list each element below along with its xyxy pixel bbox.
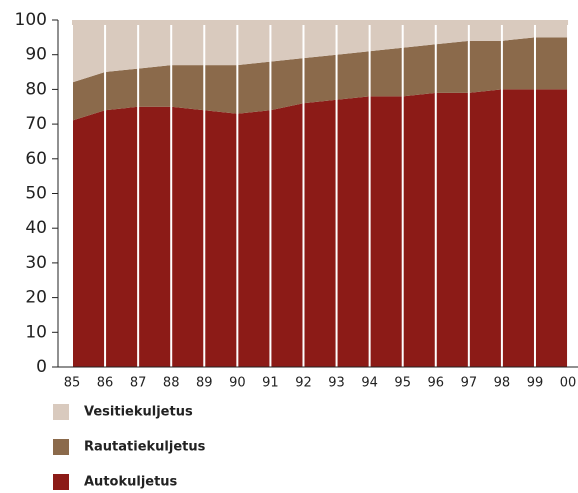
x-tick-label: 95 bbox=[394, 376, 411, 391]
x-tick-label: 86 bbox=[97, 376, 114, 391]
y-tick-label: 20 bbox=[25, 288, 47, 308]
y-tick-label: 100 bbox=[15, 10, 47, 30]
x-tick-label: 97 bbox=[461, 376, 478, 391]
y-tick-label: 70 bbox=[25, 114, 47, 134]
x-tick-label: 85 bbox=[64, 376, 81, 391]
legend-label: Autokuljetus bbox=[84, 475, 178, 490]
x-tick-label: 90 bbox=[229, 376, 246, 391]
area bbox=[72, 37, 569, 121]
y-tick-label: 10 bbox=[25, 322, 47, 342]
y-tick-label: 90 bbox=[25, 45, 47, 65]
x-tick-label: 92 bbox=[295, 376, 312, 391]
x-tick-label: 94 bbox=[361, 376, 378, 391]
y-tick-label: 60 bbox=[25, 149, 47, 169]
area bbox=[72, 89, 569, 368]
x-tick-label: 88 bbox=[163, 376, 180, 391]
legend-label: Vesitiekuljetus bbox=[84, 405, 193, 420]
x-tick-label: 87 bbox=[130, 376, 147, 391]
y-tick-label: 40 bbox=[25, 218, 47, 238]
legend-swatch bbox=[53, 439, 69, 455]
x-tick-label: 91 bbox=[262, 376, 279, 391]
y-tick-label: 30 bbox=[25, 253, 47, 273]
x-tick-label: 99 bbox=[527, 376, 544, 391]
y-tick-label: 80 bbox=[25, 79, 47, 99]
x-tick-label: 96 bbox=[427, 376, 444, 391]
x-tick-label: 93 bbox=[328, 376, 345, 391]
x-tick-label: 00 bbox=[560, 376, 577, 391]
legend-label: Rautatiekuljetus bbox=[84, 440, 206, 455]
y-tick-label: 50 bbox=[25, 184, 47, 204]
x-tick-label: 89 bbox=[196, 376, 213, 391]
x-tick-label: 98 bbox=[494, 376, 511, 391]
legend-swatch bbox=[53, 404, 69, 420]
legend-swatch bbox=[53, 474, 69, 490]
y-tick-label: 0 bbox=[36, 357, 47, 377]
area bbox=[72, 20, 569, 83]
